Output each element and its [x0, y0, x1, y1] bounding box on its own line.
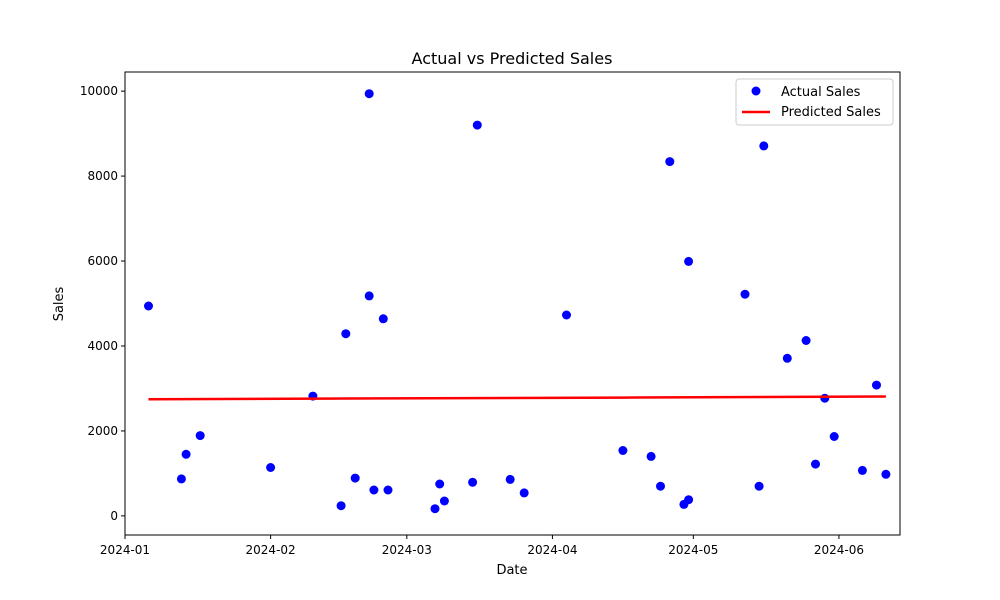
actual-sales-point-24 — [646, 451, 656, 461]
plot-area — [144, 89, 891, 514]
actual-sales-point-37 — [829, 432, 839, 441]
x-axis: 2024-01 2024-02 2024-03 2024-04 2024-05 2024-… — [100, 535, 864, 557]
legend-label-actual-sales: Actual Sales — [781, 85, 861, 100]
y-tick-label: 2000 — [87, 424, 118, 438]
actual-sales-point-9 — [350, 473, 360, 483]
plot-frame — [124, 71, 901, 536]
actual-sales-point-30 — [740, 289, 750, 299]
actual-sales-point-34 — [801, 336, 811, 345]
actual-sales-point-17 — [439, 496, 449, 506]
actual-sales-point-28 — [684, 495, 694, 505]
actual-sales-point-3 — [181, 449, 191, 459]
actual-sales-point-38 — [857, 465, 867, 475]
x-tick-label: 2024-01 — [100, 543, 150, 557]
actual-sales-point-15 — [430, 504, 440, 514]
actual-sales-point-40 — [881, 469, 891, 479]
y-tick-label: 10000 — [80, 84, 118, 98]
y-tick-label: 0 — [110, 509, 118, 523]
y-axis: 0 2000 4000 6000 8000 10000 — [80, 84, 125, 523]
actual-sales-point-5 — [266, 463, 276, 472]
x-tick-label: 2024-03 — [382, 543, 432, 557]
actual-sales-point-20 — [505, 474, 515, 484]
actual-sales-point-32 — [759, 141, 769, 151]
actual-sales-point-11 — [364, 291, 374, 301]
legend: Actual Sales Predicted Sales — [735, 78, 894, 126]
actual-sales-point-1 — [144, 301, 153, 311]
actual-sales-point-14 — [383, 485, 393, 495]
predicted-sales-line — [148, 395, 886, 401]
legend-label-predicted-sales: Predicted Sales — [781, 105, 881, 120]
actual-sales-point-4 — [195, 431, 205, 441]
actual-sales-point-33 — [782, 353, 792, 363]
actual-sales-point-39 — [872, 380, 881, 390]
actual-sales-point-23 — [618, 446, 628, 455]
actual-sales-point-22 — [562, 310, 571, 320]
legend-box — [735, 78, 894, 126]
x-tick-label: 2024-04 — [527, 543, 577, 557]
actual-sales-point-12 — [369, 485, 379, 495]
legend-marker-actual-sales — [751, 86, 761, 96]
y-tick-label: 8000 — [87, 169, 118, 183]
actual-sales-point-35 — [811, 459, 820, 469]
actual-sales-point-18 — [468, 477, 478, 487]
actual-sales-point-36 — [820, 393, 830, 403]
x-axis-label: Date — [496, 563, 527, 578]
actual-sales-point-19 — [472, 120, 482, 130]
y-tick-label: 6000 — [87, 254, 118, 268]
actual-sales-point-10 — [364, 89, 374, 99]
actual-sales-point-16 — [435, 479, 445, 489]
y-tick-label: 4000 — [87, 339, 118, 353]
actual-sales-point-25 — [656, 481, 665, 491]
actual-sales-point-26 — [665, 157, 675, 167]
actual-sales-point-8 — [341, 329, 351, 339]
actual-sales-point-2 — [176, 474, 186, 484]
x-tick-label: 2024-02 — [246, 543, 296, 557]
y-axis-label: Sales — [52, 286, 67, 321]
actual-sales-point-21 — [519, 488, 529, 498]
chart-title: Actual vs Predicted Sales — [412, 49, 613, 68]
actual-sales-point-31 — [754, 481, 764, 491]
actual-sales-point-7 — [336, 501, 346, 511]
x-tick-label: 2024-05 — [668, 543, 718, 557]
actual-sales-point-29 — [684, 256, 694, 266]
x-tick-label: 2024-06 — [814, 543, 864, 557]
actual-sales-point-13 — [378, 314, 388, 324]
